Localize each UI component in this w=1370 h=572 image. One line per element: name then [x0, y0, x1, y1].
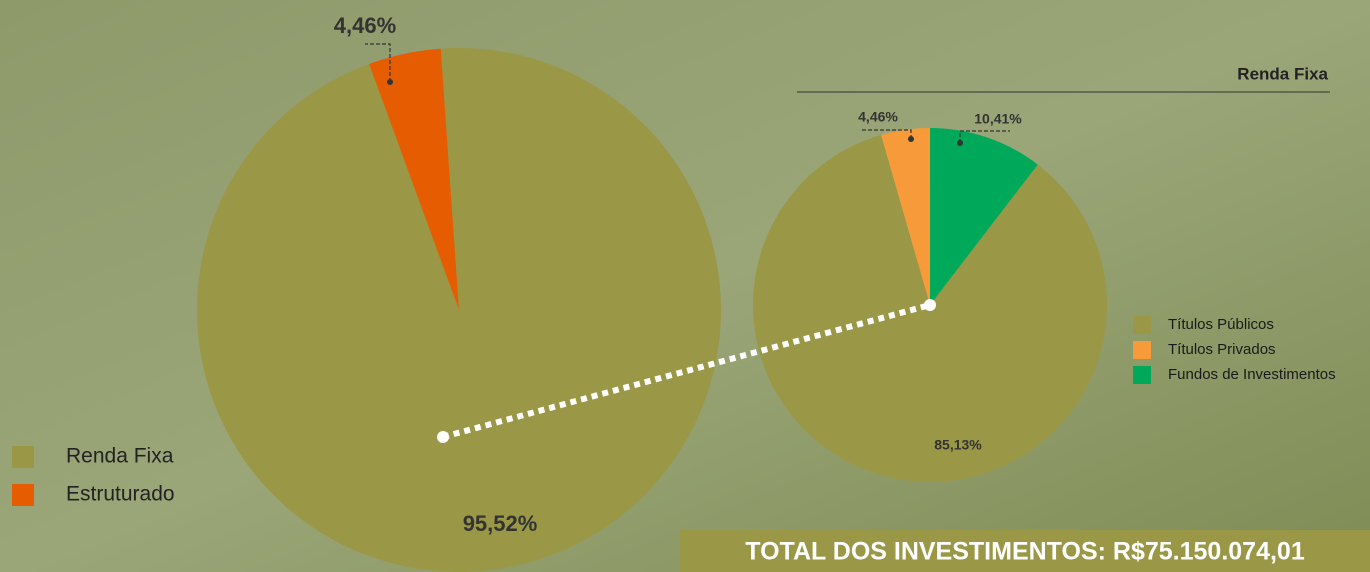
legend-label: Renda Fixa	[66, 445, 174, 468]
legend-swatch	[1133, 341, 1151, 359]
connector-end	[924, 299, 936, 311]
leader-dot	[908, 136, 914, 142]
legend-label: Estruturado	[66, 483, 175, 506]
page: {"chart_data": [ {"type": "pie", "catego…	[0, 0, 1370, 572]
data-label: 95,52%	[463, 511, 538, 536]
connector-end	[437, 431, 449, 443]
data-label: 10,41%	[974, 111, 1022, 127]
pie-slice	[197, 48, 721, 572]
legend-label: Títulos Públicos	[1168, 316, 1274, 333]
chart-title: Renda Fixa	[1237, 64, 1328, 83]
legend-swatch	[12, 446, 34, 468]
legend-swatch	[12, 484, 34, 506]
legend-swatch	[1133, 366, 1151, 384]
chart: Renda Fixa TOTAL DOS INVESTIMENTOS: R$75…	[0, 0, 1370, 572]
total-text: TOTAL DOS INVESTIMENTOS: R$75.150.074,01	[745, 538, 1305, 566]
legend-label: Títulos Privados	[1168, 341, 1276, 358]
data-label: 85,13%	[934, 437, 982, 453]
data-label: 4,46%	[858, 109, 898, 125]
data-label: 4,46%	[334, 13, 396, 38]
legend-label: Fundos de Investimentos	[1168, 366, 1336, 383]
leader-dot	[387, 79, 393, 85]
leader-dot	[957, 140, 963, 146]
legend-swatch	[1133, 316, 1151, 334]
